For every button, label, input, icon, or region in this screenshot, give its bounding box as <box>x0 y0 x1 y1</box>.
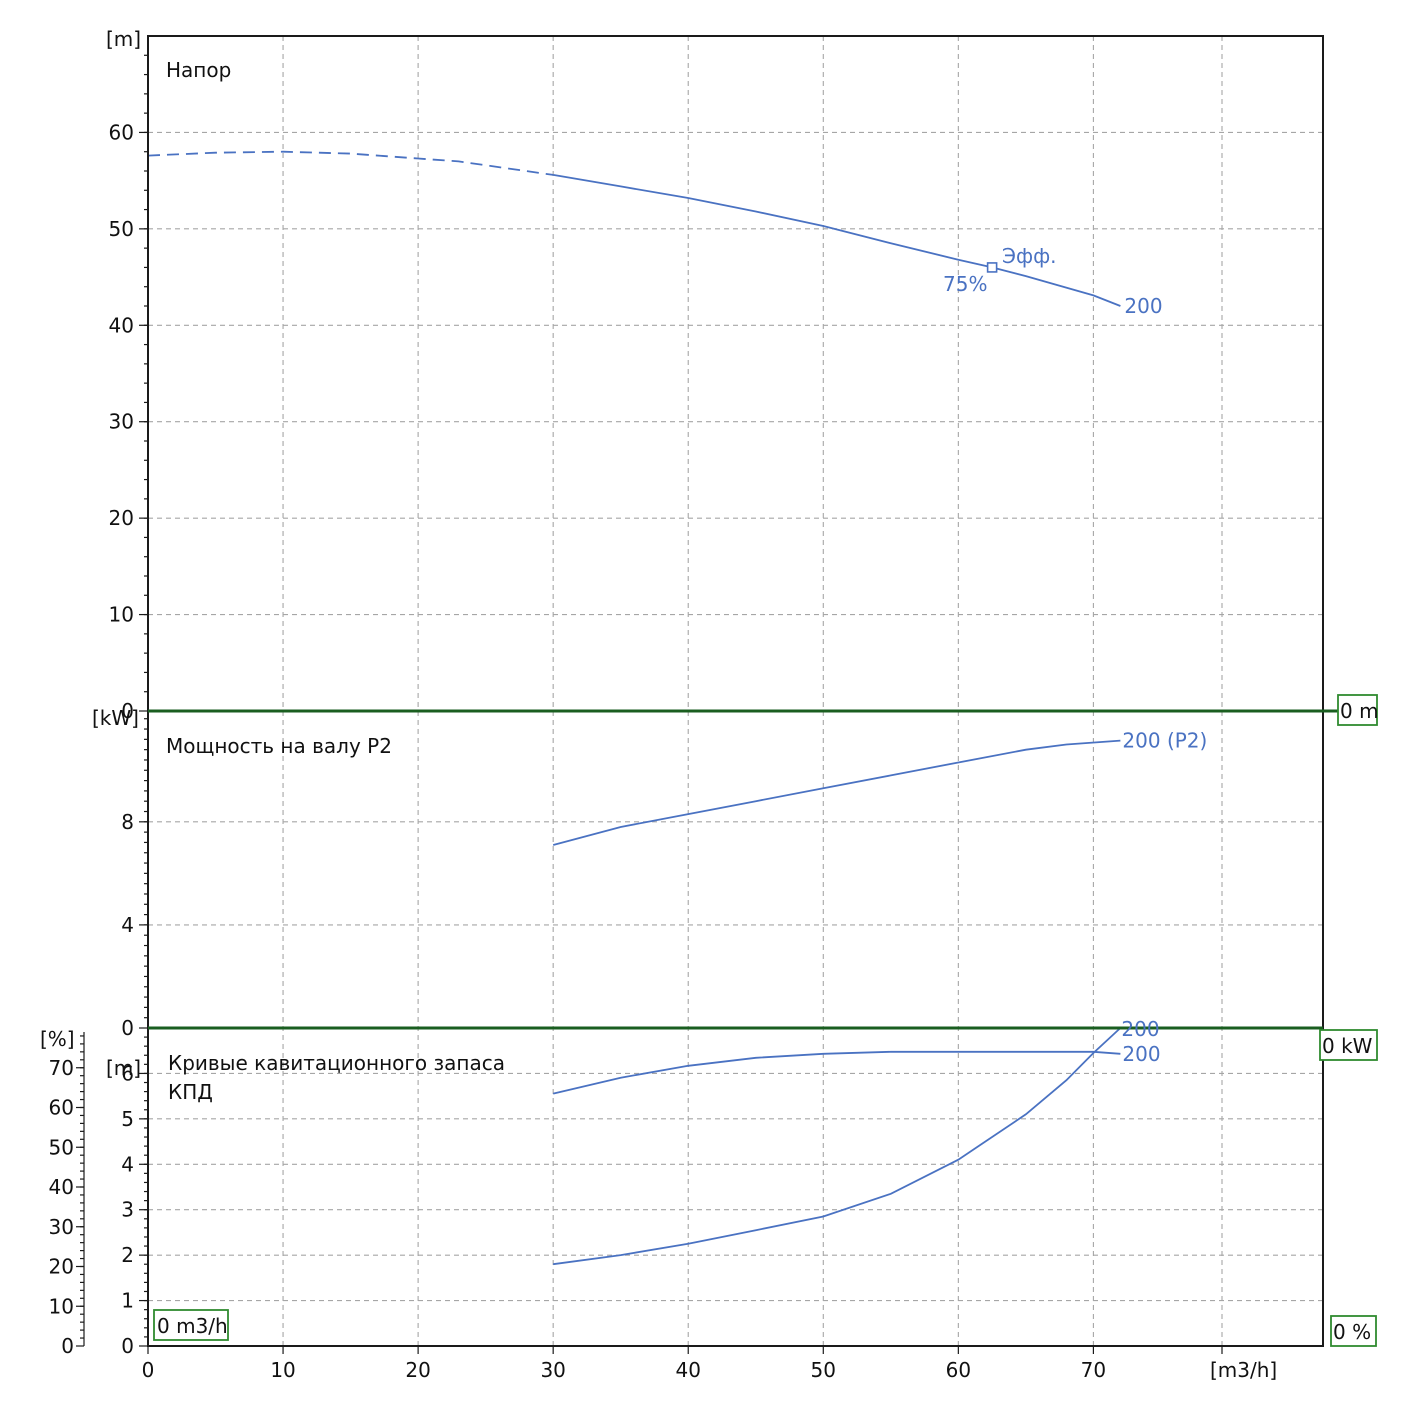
npsh-y-tick-label: 6 <box>121 1061 134 1085</box>
percent-y-tick-label: 0 <box>61 1334 74 1358</box>
percent-y-tick-label: 50 <box>49 1135 74 1159</box>
x-tick-label: 60 <box>946 1358 971 1382</box>
power-curve <box>552 739 1121 846</box>
percent-y-unit: [%] <box>40 1027 75 1051</box>
percent-y-tick-label: 60 <box>49 1096 74 1120</box>
efficiency-point-marker <box>986 262 998 273</box>
npsh-y-tick-label: 1 <box>121 1289 134 1313</box>
npsh-curve <box>553 1027 1122 1266</box>
head-y-tick-label: 30 <box>109 410 134 434</box>
x-axis-unit: [m3/h] <box>1210 1358 1277 1382</box>
head-y-tick-label: 60 <box>109 120 134 144</box>
tick-layer <box>76 54 1223 1354</box>
npsh-y-tick-label: 0 <box>121 1334 134 1358</box>
percent-y-tick-label: 10 <box>49 1294 74 1318</box>
power-y-tick-label: 8 <box>121 810 134 834</box>
x-tick-label: 10 <box>270 1358 295 1382</box>
x-tick-label: 20 <box>405 1358 430 1382</box>
npsh-y-tick-label: 4 <box>121 1152 134 1176</box>
head-y-tick-label: 50 <box>109 217 134 241</box>
head-y-tick-label: 0 <box>121 699 134 723</box>
plot-frame <box>147 35 1324 1347</box>
power-panel-title: Мощность на валу P2 <box>166 734 392 758</box>
npsh-y-tick-label: 2 <box>121 1243 134 1267</box>
percent-y-tick-label: 20 <box>49 1255 74 1279</box>
head-y-tick-label: 40 <box>109 313 134 337</box>
x-tick-label: 50 <box>811 1358 836 1382</box>
percent-readout: 0 % <box>1330 1315 1377 1347</box>
head-curve-label: 200 <box>1124 294 1162 318</box>
npsh-y-tick-label: 5 <box>121 1107 134 1131</box>
efficiency-percent-label: 75% <box>943 272 987 296</box>
power-readout: 0 kW <box>1319 1029 1378 1061</box>
head-curve-extrapolated <box>147 150 554 176</box>
grid-layer <box>148 36 1323 1346</box>
power-y-tick-label: 0 <box>121 1016 134 1040</box>
power-y-tick-label: 4 <box>121 913 134 937</box>
power-y-unit: [kW] <box>92 706 139 730</box>
npsh-curve-label: 200 <box>1121 1017 1159 1041</box>
x-tick-label: 0 <box>142 1358 155 1382</box>
efficiency-curve-label: 200 <box>1122 1042 1160 1066</box>
svg-text:0 m: 0 m <box>1340 699 1379 723</box>
flow-readout: 0 m3/h <box>153 1309 229 1341</box>
npsh-y-tick-label: 3 <box>121 1198 134 1222</box>
percent-y-tick-label: 30 <box>49 1215 74 1239</box>
percent-y-tick-label: 70 <box>49 1056 74 1080</box>
curve-layer <box>147 150 1122 1266</box>
x-tick-label: 30 <box>540 1358 565 1382</box>
head-readout: 0 m <box>1337 694 1379 726</box>
head-y-unit: [m] <box>106 27 141 51</box>
efficiency-panel-subtitle: КПД <box>168 1080 213 1104</box>
svg-text:0 %: 0 % <box>1333 1320 1371 1344</box>
head-y-tick-label: 20 <box>109 506 134 530</box>
power-curve-label: 200 (P2) <box>1122 729 1207 753</box>
efficiency-curve <box>552 1050 1121 1095</box>
label-layer: 0 10 20 30 40 50 60 700102030405060048012345601… <box>49 120 1208 1382</box>
head-curve <box>553 174 1121 307</box>
npsh-y-unit: [m] <box>106 1056 141 1080</box>
efficiency-point-label: Эфф. <box>1002 244 1057 268</box>
npsh-panel-title: Кривые кавитационного запаса <box>168 1051 505 1075</box>
x-tick-label: 40 <box>676 1358 701 1382</box>
head-y-tick-label: 10 <box>109 603 134 627</box>
svg-text:0 kW: 0 kW <box>1322 1034 1373 1058</box>
percent-y-tick-label: 40 <box>49 1175 74 1199</box>
svg-text:0 m3/h: 0 m3/h <box>157 1314 228 1338</box>
head-panel-title: Напор <box>166 58 231 82</box>
x-tick-label: 70 <box>1081 1358 1106 1382</box>
